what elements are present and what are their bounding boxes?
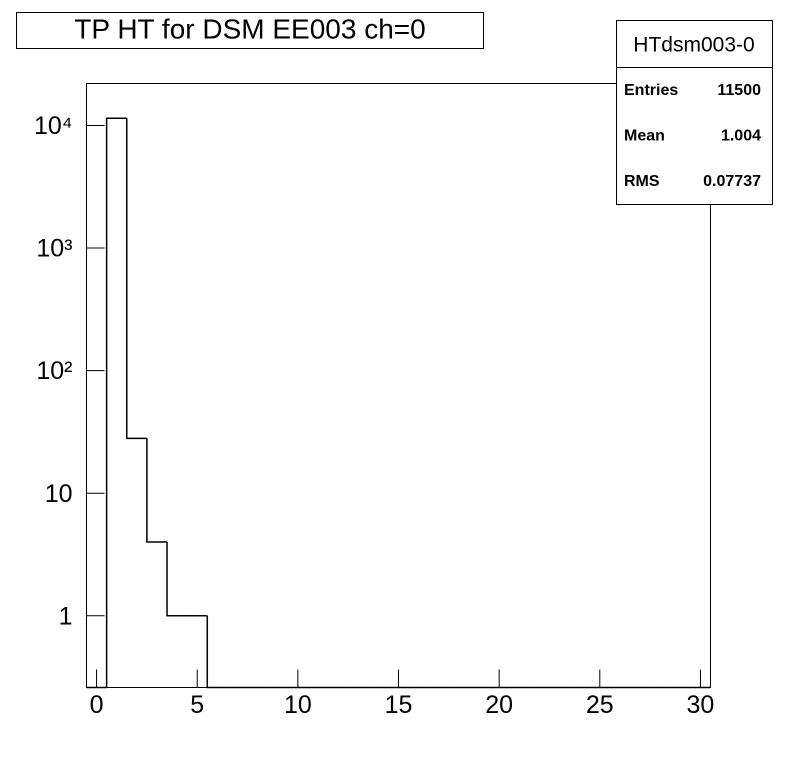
- y-tick-label: 1: [59, 602, 73, 630]
- stat-value: 0.07737: [703, 173, 761, 190]
- x-tick-label: 0: [90, 691, 104, 719]
- stats-box: [616, 20, 773, 205]
- stats-title: HTdsm003-0: [633, 34, 754, 57]
- x-tick-label: 10: [284, 691, 312, 719]
- stat-label: RMS: [624, 173, 660, 190]
- histogram-bin: [105, 117, 127, 688]
- x-tick-label: 5: [190, 691, 204, 719]
- histogram-bin: [146, 438, 168, 543]
- stat-label: Entries: [624, 82, 678, 99]
- x-tick-label: 30: [687, 691, 715, 719]
- y-tick-label: 10: [45, 480, 73, 508]
- stat-value: 11500: [717, 82, 761, 99]
- histogram-bin: [206, 615, 228, 689]
- histogram-bin: [166, 541, 188, 617]
- y-tick-label: 10²: [36, 357, 72, 385]
- histogram-bin: [126, 118, 147, 440]
- y-tick-label: 10³: [36, 235, 72, 263]
- x-tick-label: 15: [385, 691, 413, 719]
- stat-value: 1.004: [721, 128, 761, 145]
- chart-title: TP HT for DSM EE003 ch=0: [74, 13, 425, 44]
- x-tick-label: 25: [586, 691, 614, 719]
- x-tick-label: 20: [485, 691, 513, 719]
- stat-label: Mean: [624, 128, 665, 145]
- y-tick-label: 10⁴: [34, 112, 73, 140]
- title-box: [16, 12, 484, 49]
